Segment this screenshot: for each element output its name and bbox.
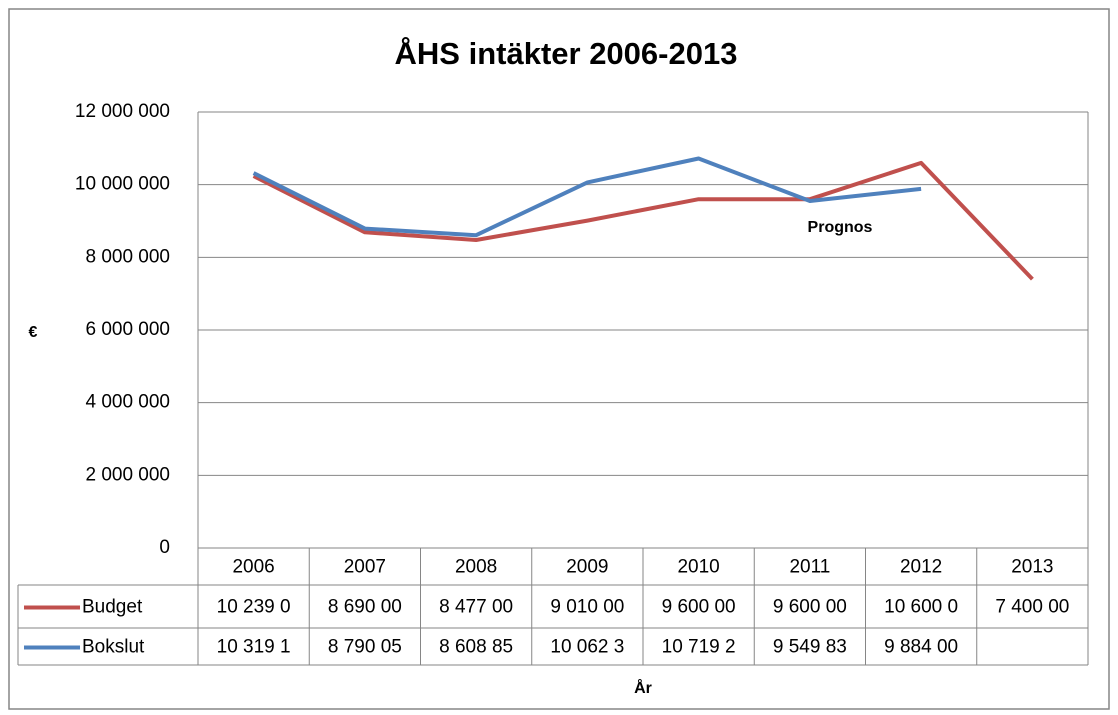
y-tick-label: 12 000 000 — [75, 101, 170, 122]
series-line — [252, 156, 922, 238]
chart-title: ÅHS intäkter 2006-2013 — [395, 36, 738, 71]
x-tick-label: 2013 — [1011, 557, 1053, 578]
y-tick-label: 8 000 000 — [85, 246, 170, 267]
x-tick-label: 2008 — [455, 557, 497, 578]
y-tick-label: 10 000 000 — [75, 174, 170, 195]
x-tick-label: 2006 — [232, 557, 274, 578]
table-value: 9 010 00 — [550, 597, 624, 618]
y-tick-label: 6 000 000 — [85, 319, 170, 340]
x-tick-label: 2011 — [789, 557, 830, 578]
table-value: 10 062 3 — [550, 637, 624, 658]
x-tick-label: 2012 — [900, 557, 942, 578]
series-line — [252, 160, 1034, 281]
table-value: 9 884 00 — [884, 637, 958, 658]
table-value: 9 600 00 — [662, 597, 736, 618]
table-value: 10 600 0 — [884, 597, 958, 618]
table-value: 8 790 05 — [328, 637, 402, 658]
legend-label: Bokslut — [82, 637, 145, 658]
x-axis-label: År — [634, 678, 652, 697]
y-tick-label: 4 000 000 — [85, 392, 170, 413]
y-axis-label: € — [29, 324, 38, 341]
table-value: 9 600 00 — [773, 597, 847, 618]
chart-frame — [8, 8, 1110, 710]
table-value: 8 608 85 — [439, 637, 513, 658]
table-value: 10 319 1 — [217, 637, 291, 658]
table-value: 8 690 00 — [328, 597, 402, 618]
table-value: 10 239 0 — [217, 597, 291, 618]
y-tick-label: 2 000 000 — [85, 464, 170, 485]
annotation: Prognos — [808, 219, 873, 236]
table-value: 9 549 83 — [773, 637, 847, 658]
x-tick-label: 2010 — [677, 557, 719, 578]
x-tick-label: 2007 — [344, 557, 386, 578]
y-tick-label: 0 — [159, 537, 170, 558]
x-tick-label: 2009 — [566, 557, 608, 578]
table-value: 10 719 2 — [662, 637, 736, 658]
table-value: 7 400 00 — [995, 597, 1069, 618]
table-value: 8 477 00 — [439, 597, 513, 618]
legend-label: Budget — [82, 597, 143, 618]
